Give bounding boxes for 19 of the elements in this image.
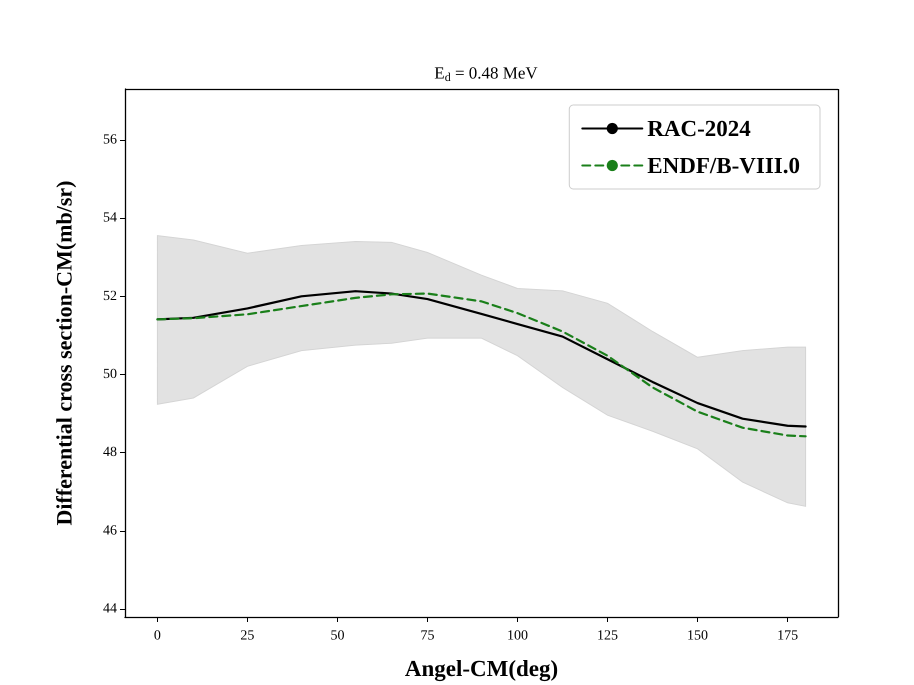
- x-tick-label: 0: [154, 628, 161, 644]
- y-tick-label: 54: [103, 210, 117, 226]
- y-axis-title: Differential cross section-CM(mb/sr): [52, 180, 76, 526]
- x-tick-label: 100: [507, 628, 528, 644]
- y-tick-label: 56: [103, 132, 117, 148]
- x-tick-label: 75: [420, 628, 434, 644]
- x-tick-label: 175: [777, 628, 798, 644]
- legend-label: ENDF/B-VIII.0: [647, 153, 800, 178]
- y-tick-label: 48: [103, 445, 117, 460]
- x-tick-label: 125: [597, 628, 618, 644]
- legend-label: RAC-2024: [647, 116, 752, 141]
- y-tick-label: 46: [103, 523, 117, 538]
- y-tick-label: 44: [103, 602, 117, 617]
- x-tick-label: 150: [687, 628, 708, 644]
- y-tick-label: 50: [103, 367, 117, 382]
- y-tick-label: 52: [103, 288, 117, 304]
- x-tick-label: 50: [330, 628, 344, 644]
- x-tick-label: 25: [240, 628, 254, 644]
- x-axis-title: Angel-CM(deg): [404, 656, 558, 682]
